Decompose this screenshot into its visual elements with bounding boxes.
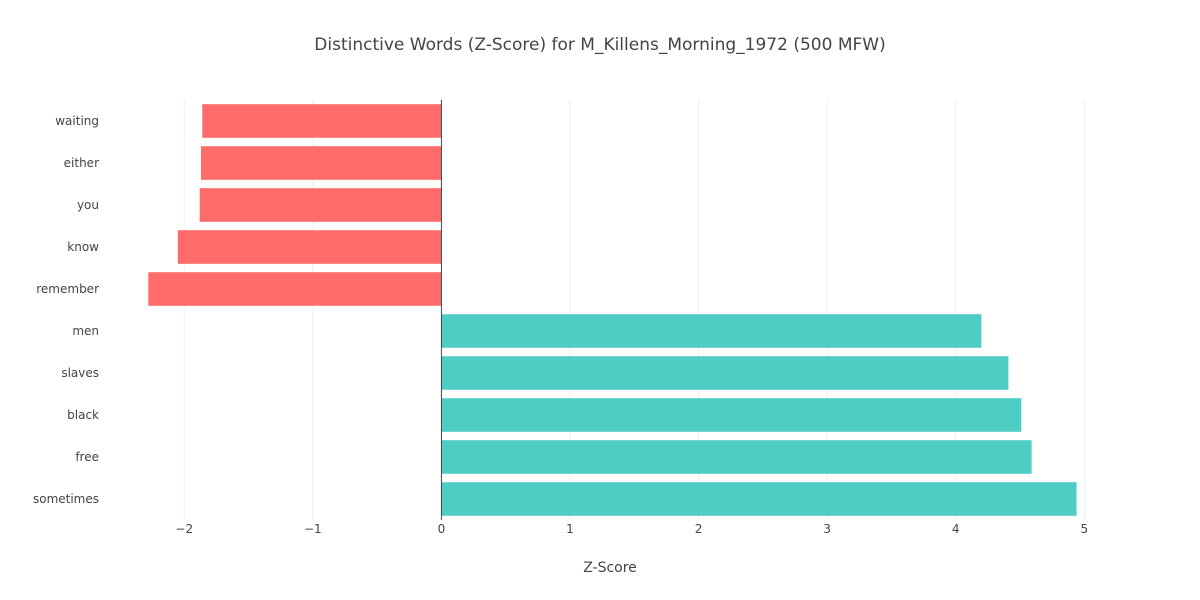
bar-sometimes	[441, 482, 1077, 516]
x-axis-label: Z-Score	[583, 560, 637, 576]
y-tick-labels: waiting either you know remember men slaves bla…	[33, 114, 99, 506]
y-tick-label-sometimes: sometimes	[33, 492, 99, 506]
x-tick-label: 1	[566, 522, 574, 536]
x-tick-label: 0	[438, 522, 446, 536]
bar-men	[441, 314, 982, 348]
x-tick-label: 2	[695, 522, 703, 536]
x-tick-label: 5	[1080, 522, 1088, 536]
x-tick-label: 4	[952, 522, 960, 536]
bars-layer	[148, 104, 1077, 516]
y-tick-label-you: you	[77, 198, 99, 212]
y-tick-label-free: free	[75, 450, 99, 464]
bar-remember	[148, 272, 442, 306]
bar-you	[199, 188, 442, 222]
bar-know	[177, 230, 442, 264]
y-tick-label-waiting: waiting	[55, 114, 99, 128]
chart-title: Distinctive Words (Z-Score) for M_Killen…	[314, 35, 885, 55]
y-tick-label-men: men	[72, 324, 99, 338]
bar-either	[201, 146, 442, 180]
x-tick-label: −2	[175, 522, 193, 536]
y-tick-label-either: either	[64, 156, 99, 170]
bar-slaves	[441, 356, 1009, 390]
bar-black	[441, 398, 1022, 432]
x-tick-label: −1	[304, 522, 322, 536]
bar-free	[441, 440, 1032, 474]
x-tick-label: 3	[823, 522, 831, 536]
y-tick-label-know: know	[67, 240, 99, 254]
y-tick-label-black: black	[67, 408, 99, 422]
bar-waiting	[202, 104, 442, 138]
x-tick-labels: −2 −1 0 1 2 3 4 5	[175, 522, 1088, 536]
y-tick-label-slaves: slaves	[61, 366, 99, 380]
y-tick-label-remember: remember	[36, 282, 99, 296]
